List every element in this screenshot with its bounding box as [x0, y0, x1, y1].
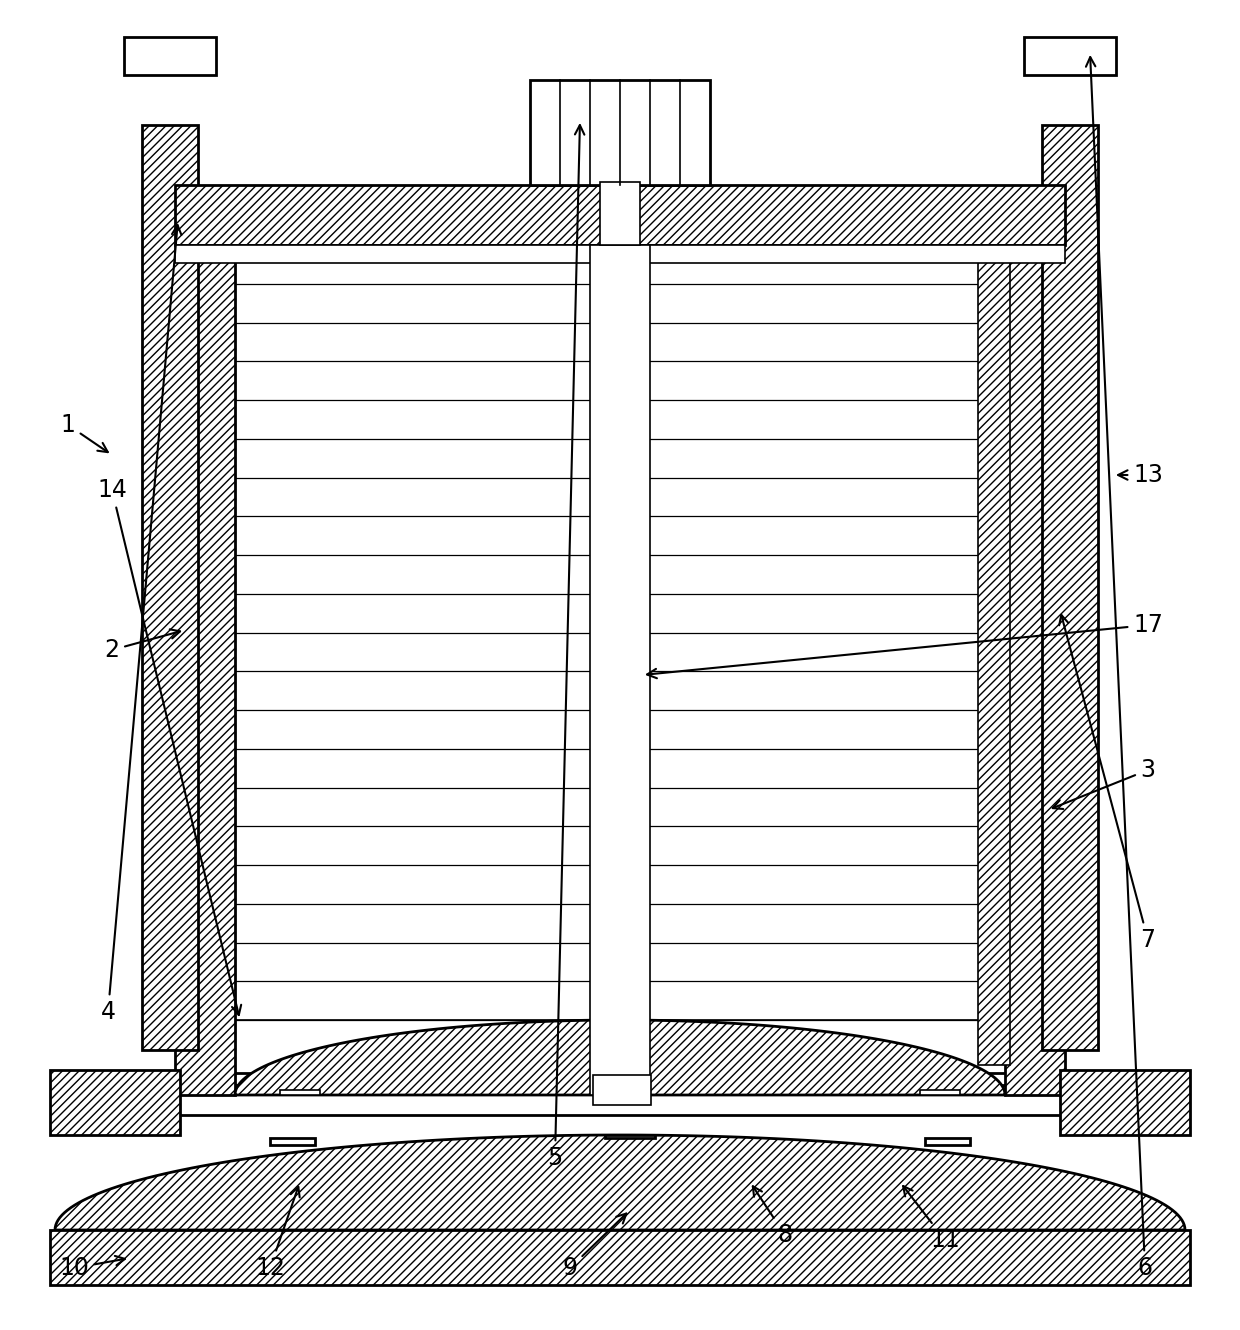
Text: 17: 17: [647, 613, 1163, 678]
Text: 10: 10: [60, 1256, 125, 1279]
Text: 6: 6: [1086, 57, 1152, 1279]
Bar: [50, 1071, 180, 1134]
Text: 8: 8: [753, 1186, 792, 1248]
Text: 3: 3: [1053, 758, 1156, 809]
Text: 4: 4: [100, 225, 181, 1024]
Bar: [925, 1138, 970, 1145]
Text: 5: 5: [547, 125, 584, 1170]
Bar: [529, 80, 711, 185]
Text: 14: 14: [97, 477, 241, 1015]
Bar: [236, 245, 1004, 1020]
Bar: [175, 185, 1065, 245]
Bar: [1042, 125, 1097, 1049]
Text: 2: 2: [104, 629, 180, 662]
Bar: [50, 1230, 1190, 1285]
Bar: [605, 1134, 655, 1138]
Bar: [143, 125, 198, 1049]
Bar: [1024, 37, 1116, 74]
Bar: [590, 245, 650, 1095]
Bar: [593, 1075, 651, 1105]
Polygon shape: [236, 1020, 1004, 1095]
Text: 7: 7: [1059, 614, 1156, 952]
Bar: [600, 182, 640, 245]
Bar: [920, 1091, 960, 1095]
Bar: [1060, 1071, 1190, 1134]
Bar: [179, 1073, 1061, 1085]
Bar: [175, 245, 236, 1095]
Bar: [598, 1091, 649, 1095]
Bar: [280, 1091, 320, 1095]
Polygon shape: [55, 1134, 1185, 1230]
Bar: [978, 245, 1011, 1065]
Text: 11: 11: [903, 1186, 960, 1252]
Bar: [179, 1091, 1061, 1115]
Bar: [124, 37, 216, 74]
Bar: [270, 1138, 315, 1145]
Bar: [175, 245, 1065, 263]
Text: 1: 1: [61, 414, 108, 452]
Bar: [1004, 245, 1065, 1095]
Text: 9: 9: [563, 1213, 626, 1279]
Text: 12: 12: [255, 1186, 300, 1279]
Text: 13: 13: [1118, 463, 1163, 487]
